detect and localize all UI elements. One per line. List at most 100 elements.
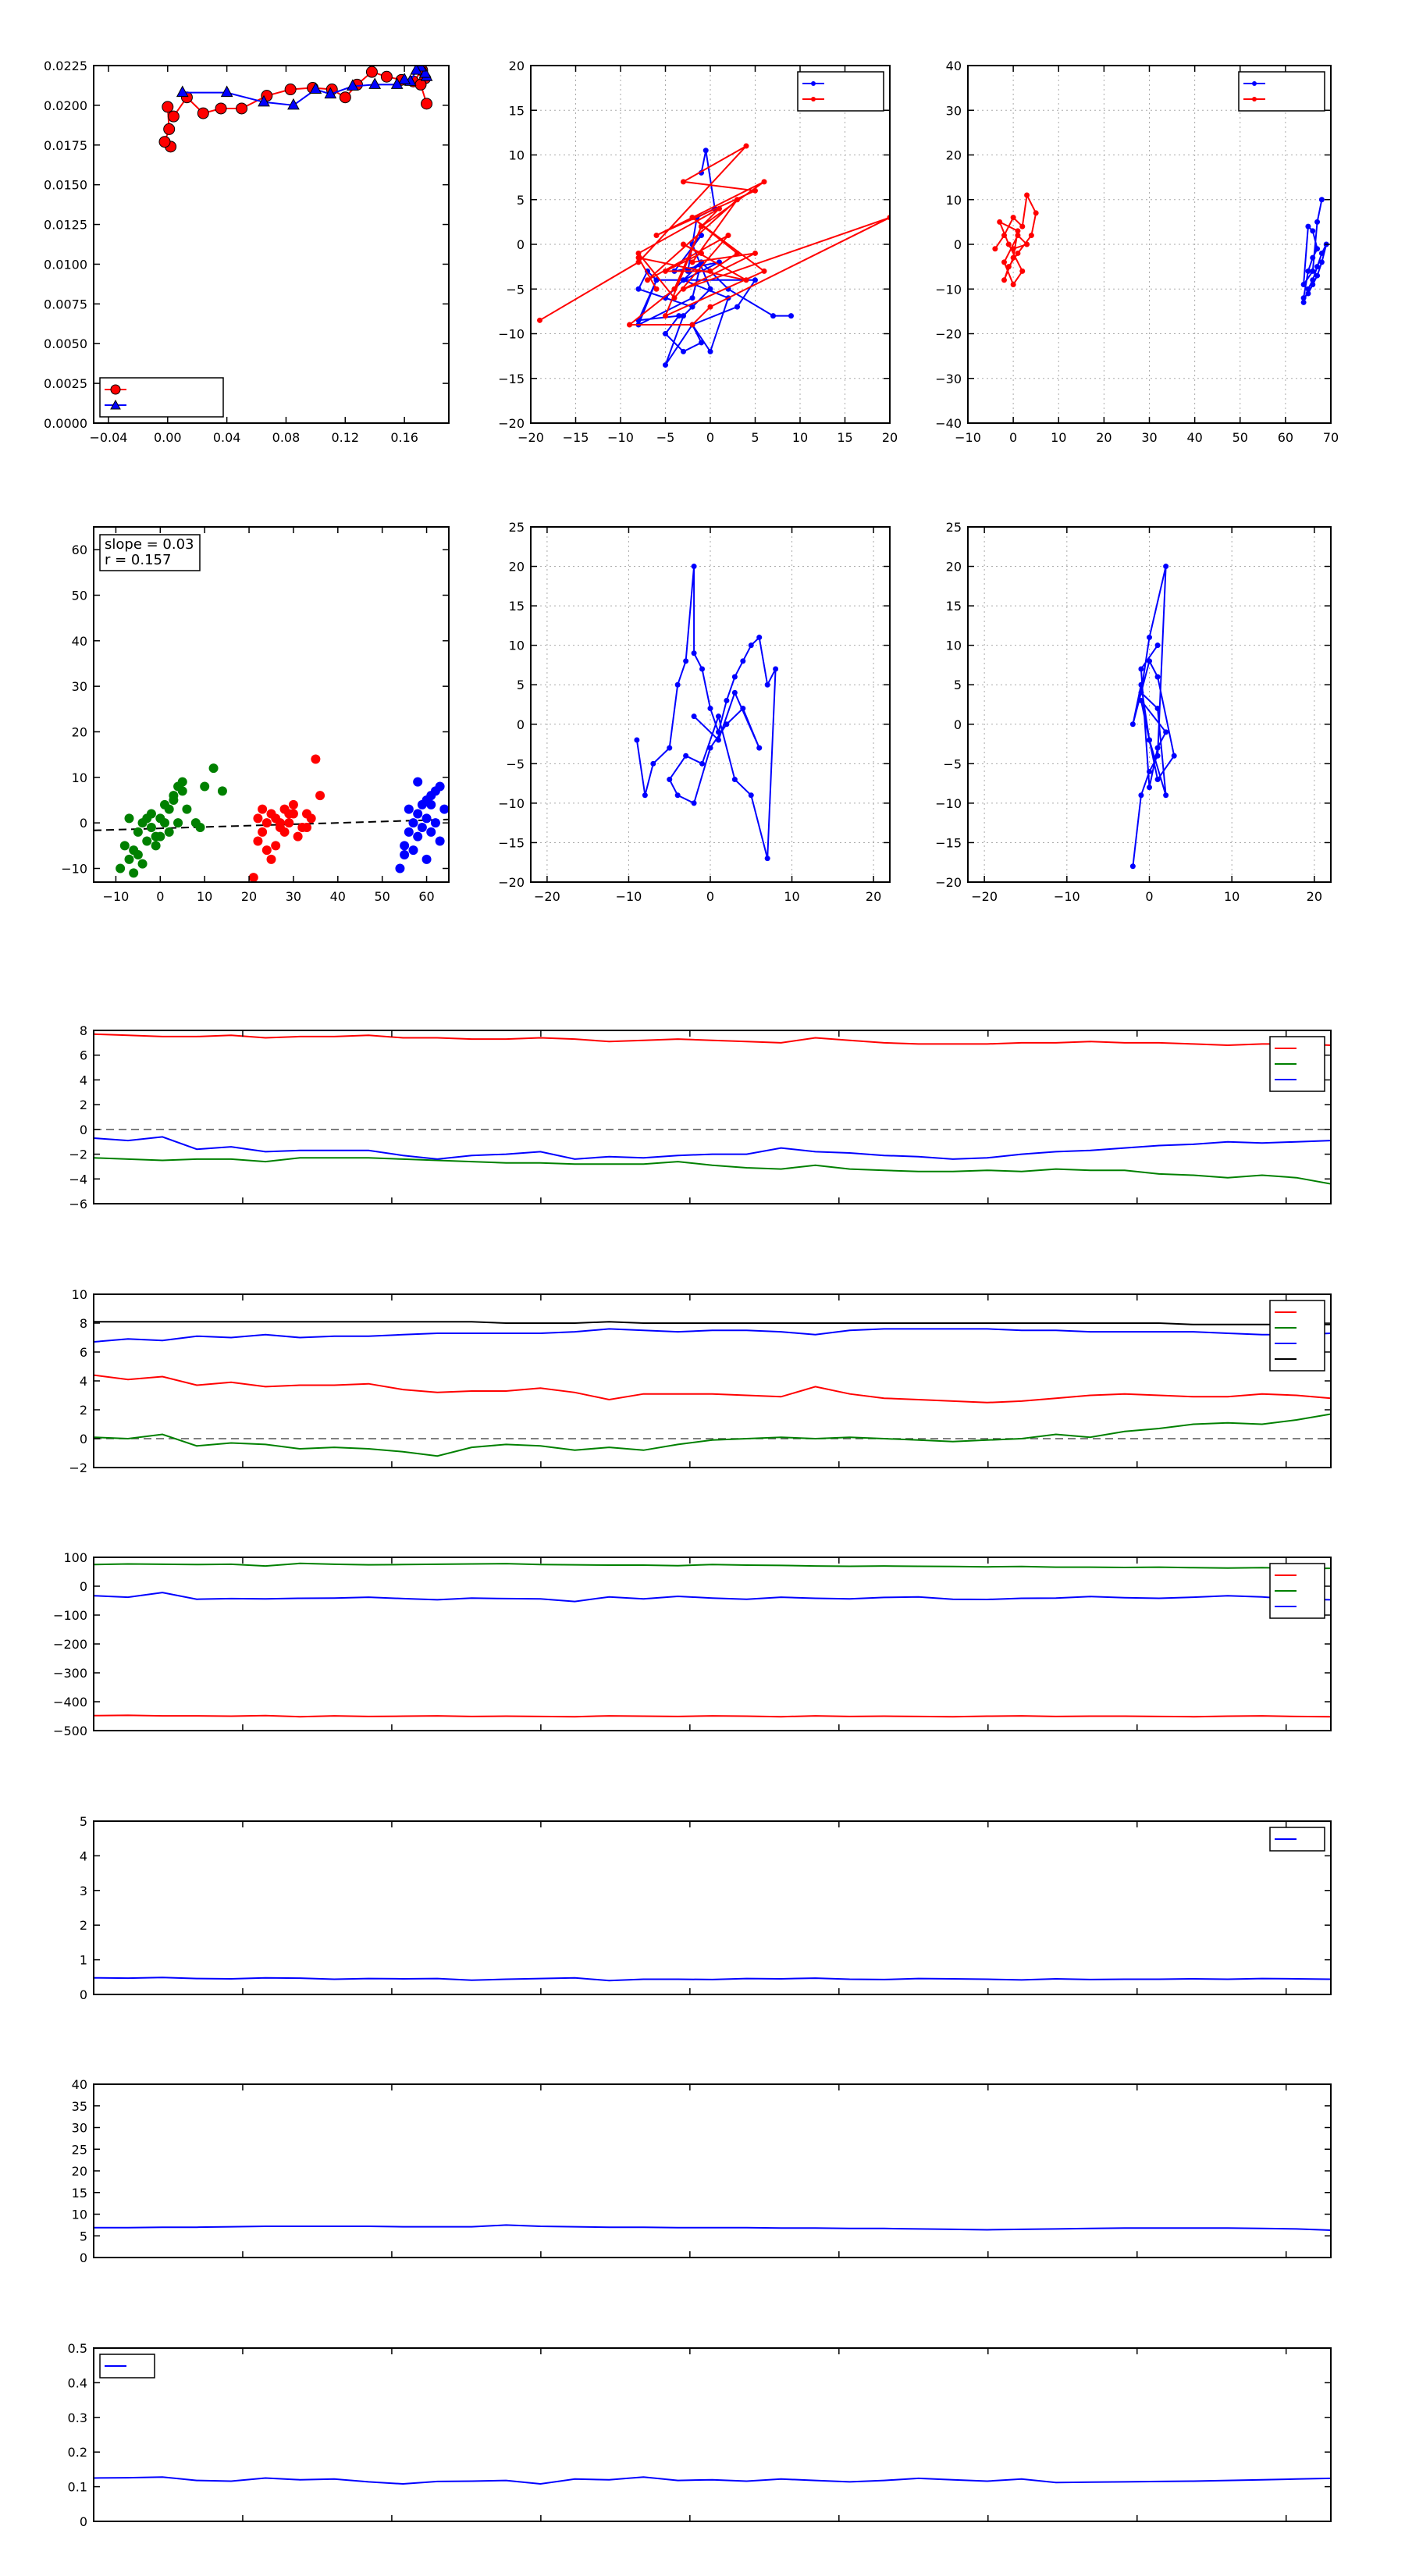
data-point (284, 84, 297, 96)
data-point (770, 313, 776, 319)
y-tick-label: 20 (72, 725, 87, 740)
data-point (748, 642, 754, 649)
y-tick-label: 0.4 (68, 2375, 87, 2390)
y-tick-label: −10 (498, 327, 525, 342)
data-point (537, 317, 542, 323)
x-tick-label: 0 (706, 889, 714, 904)
data-point (650, 760, 656, 767)
data-point (1314, 246, 1321, 252)
data-point (169, 791, 179, 801)
y-tick-label: 2 (80, 1403, 87, 1418)
data-point (368, 77, 382, 89)
data-point (689, 322, 695, 328)
data-point (435, 781, 445, 792)
annotation-text: slope = 0.03 r = 0.157 (105, 536, 194, 568)
data-point (404, 804, 414, 814)
data-point (261, 845, 272, 856)
data-point (1019, 268, 1026, 274)
data-point (707, 286, 713, 292)
data-point (346, 79, 359, 91)
data-point (681, 179, 686, 185)
data-point (395, 863, 405, 873)
data-point (275, 818, 285, 828)
y-tick-label: 30 (72, 2121, 87, 2136)
x-tick-label: 60 (418, 889, 434, 904)
x-tick-label: 10 (1051, 430, 1066, 445)
data-point (1005, 241, 1012, 247)
data-point (1005, 264, 1012, 270)
data-point (689, 215, 695, 221)
y-tick-label: 20 (946, 560, 962, 575)
x-tick-label: 40 (330, 889, 346, 904)
data-point (724, 721, 730, 728)
data-point (752, 250, 758, 256)
y-tick-label: 0.0100 (44, 257, 87, 272)
data-point (1001, 277, 1007, 283)
data-point (1154, 674, 1161, 680)
series-line-Vz (94, 1592, 1331, 1603)
y-tick-label: 0.0025 (44, 376, 87, 391)
data-point (302, 823, 311, 832)
data-point (146, 809, 156, 819)
data-point (1028, 233, 1034, 239)
data-point (676, 313, 682, 319)
data-point (735, 197, 740, 203)
series-line-Bx (94, 1033, 1331, 1047)
data-point (400, 841, 410, 851)
y-tick-label: 0.0200 (44, 98, 87, 113)
data-point (1154, 777, 1161, 783)
data-point (1024, 241, 1030, 247)
data-point (699, 666, 706, 672)
x-tick-label: 60 (1278, 430, 1293, 445)
y-tick-label: 25 (946, 520, 962, 535)
chart-proton_density: 0 5 10 15 20 25 30 35 40 (72, 2077, 1332, 2265)
data-point (1300, 282, 1307, 288)
data-point (324, 87, 337, 99)
series-line-βp (94, 1976, 1331, 1982)
y-tick-label: −300 (53, 1666, 87, 1681)
data-point (1015, 228, 1021, 234)
x-tick-label: 0 (706, 430, 714, 445)
x-tick-label: 50 (1232, 430, 1248, 445)
data-point (258, 827, 268, 837)
data-point (279, 827, 290, 837)
data-point (173, 818, 183, 828)
y-tick-label: 100 (63, 1550, 87, 1565)
data-point (1305, 268, 1311, 274)
plot-frame (93, 1820, 1332, 1995)
data-point (1171, 753, 1177, 759)
data-point (1001, 233, 1007, 239)
y-tick-label: 40 (946, 59, 962, 73)
data-point (158, 136, 171, 148)
data-point (724, 697, 730, 703)
data-point (707, 745, 713, 751)
x-tick-label: −10 (103, 889, 130, 904)
series-line-data (635, 566, 777, 859)
data-point (271, 841, 281, 851)
data-point (699, 250, 704, 256)
data-point (764, 681, 770, 688)
y-tick-label: −100 (53, 1608, 87, 1623)
data-point (177, 777, 187, 787)
data-point (422, 813, 432, 824)
legend-box (797, 71, 884, 112)
data-point (417, 823, 427, 832)
data-point (1318, 250, 1325, 256)
y-tick-label: 0 (80, 2514, 87, 2529)
series-layer (634, 564, 779, 862)
x-tick-label: 10 (1224, 889, 1240, 904)
data-point (195, 823, 205, 832)
legend-marker (110, 399, 121, 410)
data-point (1147, 785, 1152, 791)
data-point (1138, 792, 1144, 799)
y-tick-label: −15 (498, 835, 525, 850)
x-tick-label: 30 (286, 889, 301, 904)
y-tick-label: −10 (935, 282, 962, 297)
data-point (1163, 792, 1169, 799)
data-point (743, 143, 749, 149)
y-tick-label: −2 (69, 1147, 87, 1162)
data-point (400, 850, 410, 859)
series-line-Bx' (94, 1374, 1331, 1404)
y-tick-label: −400 (53, 1695, 87, 1710)
